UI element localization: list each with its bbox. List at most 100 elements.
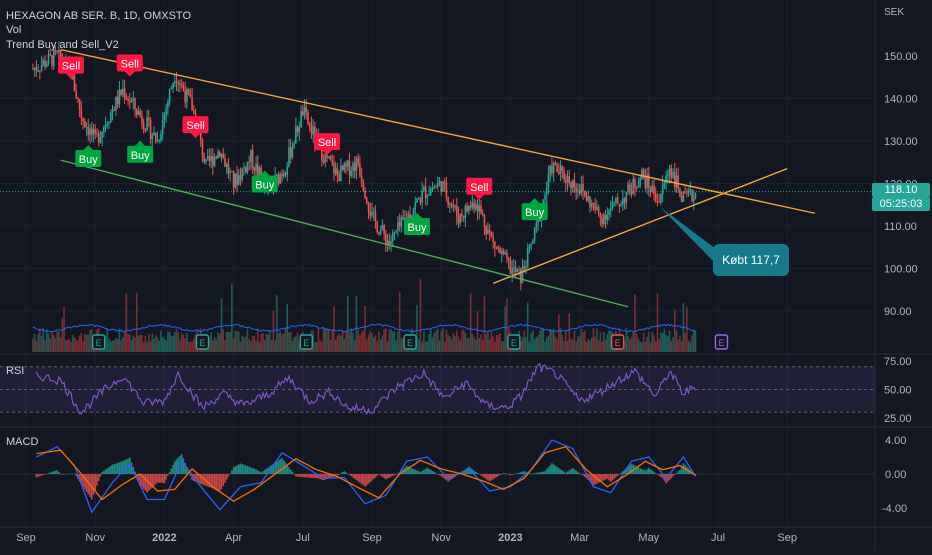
earnings-marker[interactable]: E bbox=[610, 334, 625, 350]
volume-bar bbox=[144, 335, 147, 352]
macd-histogram-bar bbox=[537, 472, 539, 474]
macd-histogram-bar bbox=[507, 474, 510, 475]
candle-body bbox=[186, 89, 188, 102]
volume-bar bbox=[673, 309, 676, 352]
macd-histogram-bar bbox=[109, 465, 112, 474]
macd-histogram-bar bbox=[357, 474, 359, 482]
symbol-title[interactable]: HEXAGON AB SER. B, 1D, OMXSTO bbox=[6, 10, 192, 22]
macd-histogram-bar bbox=[644, 470, 647, 474]
volume-bar bbox=[369, 331, 372, 352]
volume-bar bbox=[635, 333, 638, 352]
signal-arrow bbox=[83, 145, 94, 150]
volume-bar bbox=[386, 341, 389, 352]
candle-body bbox=[134, 98, 136, 109]
candle-body bbox=[129, 100, 131, 103]
candle-body bbox=[115, 96, 117, 111]
trendlines[interactable] bbox=[60, 48, 816, 308]
candle-body bbox=[141, 115, 143, 123]
volume-bar bbox=[648, 331, 650, 352]
macd-histogram-bar bbox=[99, 474, 102, 477]
macd-histogram-bar bbox=[63, 474, 65, 475]
candle-body bbox=[585, 195, 588, 201]
earnings-marker[interactable]: E bbox=[507, 334, 521, 350]
volume-bar bbox=[137, 335, 140, 352]
candle-body bbox=[135, 108, 138, 115]
volume-bar bbox=[502, 341, 505, 352]
candle-body bbox=[630, 190, 633, 195]
macd-histogram-bar bbox=[225, 474, 228, 480]
candle-body bbox=[670, 168, 673, 178]
earnings-marker[interactable]: E bbox=[299, 334, 313, 350]
macd-histogram-bar bbox=[374, 474, 377, 478]
volume-bar bbox=[232, 338, 235, 352]
candle-body bbox=[374, 211, 377, 222]
candle-body bbox=[616, 197, 619, 204]
signal-arrow bbox=[322, 150, 333, 156]
macd-histogram-bar bbox=[397, 473, 399, 474]
candle-body bbox=[359, 163, 361, 176]
signal-box bbox=[251, 175, 278, 193]
candle-body bbox=[241, 168, 244, 180]
volume-bar bbox=[109, 341, 112, 352]
candle-body bbox=[118, 89, 121, 105]
volume-legend[interactable]: Vol bbox=[6, 24, 22, 36]
macd-histogram-bar bbox=[295, 474, 297, 477]
macd-histogram-bar bbox=[514, 473, 517, 475]
candle-body bbox=[111, 109, 114, 113]
candle-body bbox=[180, 84, 183, 86]
volume-bar bbox=[424, 341, 427, 352]
earnings-marker[interactable]: E bbox=[714, 334, 729, 350]
candle-body bbox=[165, 108, 167, 115]
candle-body bbox=[224, 157, 226, 167]
volume-bar bbox=[227, 331, 230, 352]
earnings-marker[interactable]: E bbox=[403, 334, 417, 350]
indicator-legend[interactable]: Trend Buy and Sell_V2 bbox=[6, 39, 119, 51]
candle-body bbox=[519, 269, 522, 283]
volume-bar bbox=[282, 333, 285, 352]
earnings-marker[interactable]: E bbox=[91, 334, 106, 350]
macd-histogram-bar bbox=[654, 473, 657, 474]
volume-bar bbox=[457, 336, 460, 352]
volume-bar bbox=[66, 339, 69, 352]
volume-bar bbox=[500, 341, 503, 352]
macd-line bbox=[36, 439, 697, 514]
candle-body bbox=[473, 202, 475, 209]
earnings-marker[interactable]: E bbox=[195, 334, 210, 350]
candle-body bbox=[680, 196, 683, 202]
candle-body bbox=[487, 229, 489, 235]
volume-bar bbox=[476, 311, 479, 352]
volume-bar bbox=[582, 332, 584, 352]
volume-bar bbox=[571, 339, 574, 352]
candle-body bbox=[518, 269, 520, 271]
volume-bar bbox=[250, 341, 252, 352]
macd-histogram-bar bbox=[66, 473, 69, 475]
macd-histogram-bar bbox=[518, 472, 520, 474]
volume-bar bbox=[44, 339, 46, 352]
macd-histogram-bar bbox=[487, 474, 489, 481]
candle-body bbox=[372, 211, 375, 213]
volume-bar bbox=[289, 331, 292, 352]
macd-histogram-bar bbox=[648, 468, 650, 474]
macd-histogram-bar bbox=[473, 470, 475, 474]
macd-histogram-bar bbox=[385, 474, 387, 480]
macd-histogram-bar bbox=[101, 471, 103, 474]
macd-histogram-bar bbox=[61, 474, 64, 475]
candle-body bbox=[563, 170, 565, 180]
macd-histogram-bar bbox=[334, 474, 337, 476]
macd-histogram-bar bbox=[212, 474, 214, 489]
candle-body bbox=[494, 241, 496, 248]
volume-bar bbox=[161, 336, 164, 352]
macd-histogram-bar bbox=[613, 474, 615, 479]
candle-body bbox=[89, 128, 91, 135]
macd-histogram-bar bbox=[156, 474, 159, 483]
volume-bar bbox=[279, 331, 282, 352]
candle-body bbox=[73, 74, 76, 91]
candle-body bbox=[604, 214, 607, 220]
macd-histogram-bar bbox=[134, 471, 136, 474]
volume-bar bbox=[187, 341, 190, 352]
volume-bar bbox=[146, 341, 148, 352]
